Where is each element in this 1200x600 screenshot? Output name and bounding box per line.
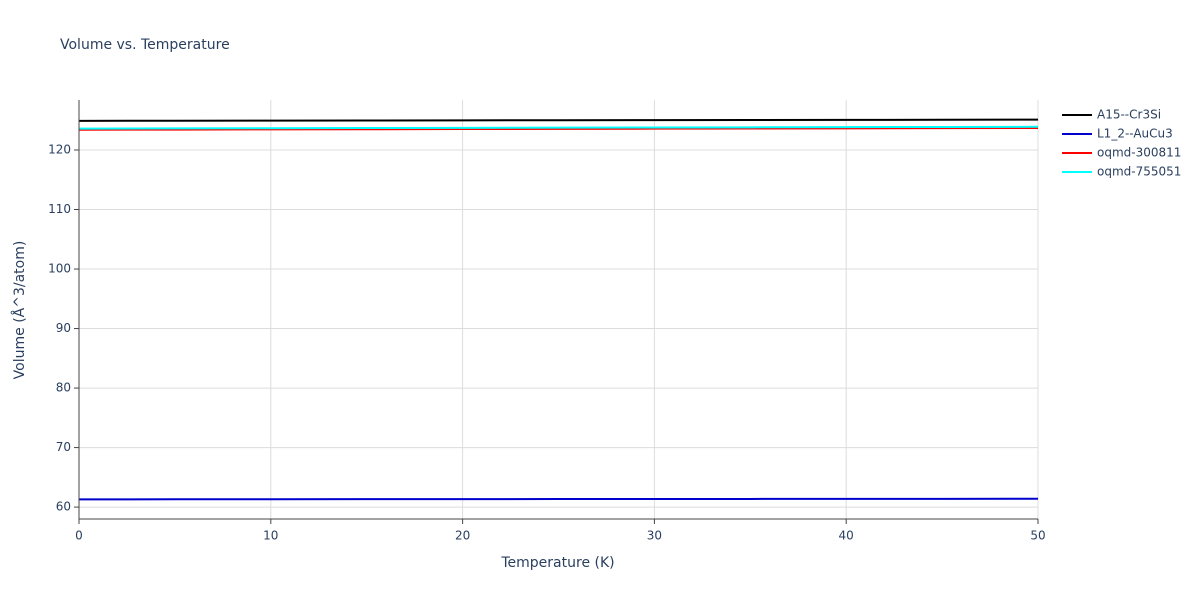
x-axis-title: Temperature (K)	[500, 555, 614, 571]
series-line	[78, 125, 1039, 130]
x-tick-label: 10	[263, 529, 278, 543]
y-tick-label: 120	[48, 142, 71, 156]
legend: A15--Cr3Si L1_2--AuCu3 oqmd-300811 oqmd-755…	[1062, 108, 1181, 179]
y-axis-title: Volume (Å^3/atom)	[11, 241, 28, 380]
x-tick-label: 20	[455, 529, 470, 543]
y-tick-label: 100	[48, 262, 71, 276]
grid	[74, 100, 1039, 524]
series-line	[78, 118, 1039, 122]
x-tick-label: 40	[839, 529, 854, 543]
y-tick-label: 70	[56, 440, 71, 454]
legend-label: oqmd-755051	[1097, 165, 1181, 179]
legend-label: A15--Cr3Si	[1097, 108, 1161, 122]
y-tick-label: 60	[56, 500, 71, 514]
plot	[78, 118, 1039, 501]
y-tick-label: 90	[56, 321, 71, 335]
legend-label: oqmd-300811	[1097, 146, 1181, 160]
x-tick-label: 50	[1030, 529, 1045, 543]
y-tick-label: 110	[48, 202, 71, 216]
y-tick-label: 80	[56, 381, 71, 395]
series-line	[78, 126, 1039, 131]
x-tick-label: 30	[647, 529, 662, 543]
series-line	[78, 497, 1039, 501]
x-tick-label: 0	[75, 529, 83, 543]
legend-label: L1_2--AuCu3	[1097, 127, 1173, 141]
chart-title: Volume vs. Temperature	[60, 37, 230, 53]
